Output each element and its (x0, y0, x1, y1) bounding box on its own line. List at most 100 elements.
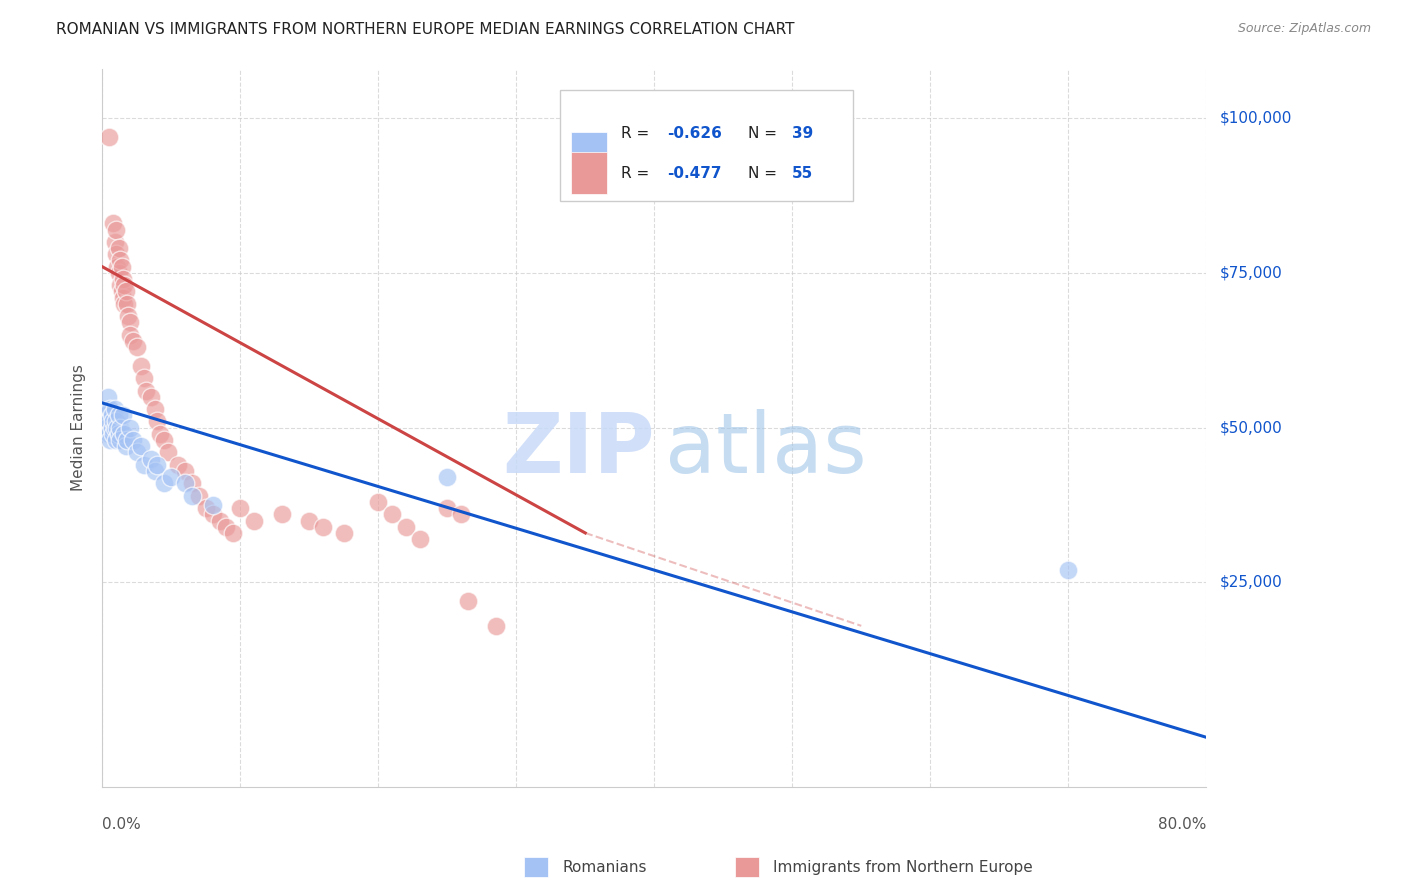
Point (111, 409, 134, 423)
Point (103, 415, 125, 429)
Point (103, 216, 125, 230)
Point (367, 495, 389, 509)
Point (112, 297, 135, 311)
FancyBboxPatch shape (571, 132, 607, 174)
Text: $50,000: $50,000 (1220, 420, 1282, 435)
Point (215, 520, 238, 534)
Point (105, 247, 128, 261)
Text: R =: R = (621, 126, 654, 141)
Text: ZIP: ZIP (502, 409, 654, 490)
Point (129, 359, 152, 373)
Text: $25,000: $25,000 (1220, 575, 1282, 590)
Point (118, 327, 141, 342)
Text: ROMANIAN VS IMMIGRANTS FROM NORTHERN EUROPE MEDIAN EARNINGS CORRELATION CHART: ROMANIAN VS IMMIGRANTS FROM NORTHERN EUR… (56, 22, 794, 37)
Point (143, 464, 166, 478)
Point (1057, 563, 1080, 577)
Point (114, 285, 136, 299)
Point (208, 514, 231, 528)
Point (125, 340, 148, 354)
Point (222, 525, 245, 540)
Point (118, 315, 141, 329)
Point (108, 433, 131, 447)
Point (105, 433, 128, 447)
Point (139, 451, 162, 466)
Point (194, 501, 217, 516)
Point (108, 420, 131, 434)
Point (381, 508, 404, 522)
Point (139, 390, 162, 404)
Point (332, 525, 354, 540)
Point (104, 235, 127, 249)
Point (135, 384, 157, 398)
Point (436, 501, 458, 516)
Text: N =: N = (748, 166, 782, 180)
Point (160, 470, 183, 484)
Text: -0.626: -0.626 (668, 126, 723, 141)
Point (187, 489, 209, 503)
Text: N =: N = (748, 126, 782, 141)
Point (408, 532, 430, 546)
Point (174, 476, 197, 491)
Text: Immigrants from Northern Europe: Immigrants from Northern Europe (773, 860, 1033, 874)
Point (107, 409, 129, 423)
Y-axis label: Median Earnings: Median Earnings (72, 364, 86, 491)
Point (484, 619, 506, 633)
Point (105, 222, 128, 236)
Point (146, 415, 169, 429)
Point (181, 476, 204, 491)
Point (118, 420, 141, 434)
Point (129, 439, 152, 453)
Point (107, 426, 129, 441)
Point (96, 420, 118, 434)
Point (112, 426, 135, 441)
Point (111, 272, 134, 286)
Text: 80.0%: 80.0% (1159, 817, 1206, 832)
Point (98, 129, 121, 144)
Point (174, 464, 197, 478)
Text: R =: R = (621, 166, 654, 180)
Point (298, 514, 321, 528)
Point (100, 433, 122, 447)
FancyBboxPatch shape (561, 90, 853, 202)
Point (395, 520, 418, 534)
Point (101, 420, 124, 434)
Text: 0.0%: 0.0% (103, 817, 141, 832)
Point (104, 420, 127, 434)
FancyBboxPatch shape (571, 152, 607, 194)
Point (97, 390, 120, 404)
Point (108, 278, 131, 293)
Point (112, 278, 135, 293)
Point (132, 371, 155, 385)
Point (115, 433, 138, 447)
Point (121, 334, 143, 348)
Point (103, 426, 125, 441)
Point (98, 426, 121, 441)
Point (110, 260, 132, 274)
Point (450, 508, 472, 522)
Point (105, 415, 128, 429)
Point (125, 445, 148, 459)
Point (108, 253, 131, 268)
Point (167, 458, 190, 472)
Text: 55: 55 (792, 166, 814, 180)
Text: 39: 39 (792, 126, 814, 141)
Point (107, 266, 129, 280)
Point (243, 514, 266, 528)
Text: -0.477: -0.477 (668, 166, 723, 180)
Point (111, 291, 134, 305)
Point (143, 402, 166, 417)
Point (107, 241, 129, 255)
Text: Source: ZipAtlas.com: Source: ZipAtlas.com (1237, 22, 1371, 36)
Point (153, 433, 176, 447)
Point (100, 402, 122, 417)
Point (312, 520, 335, 534)
Point (270, 508, 292, 522)
Point (105, 420, 128, 434)
Point (101, 409, 124, 423)
Point (201, 498, 224, 512)
Point (115, 297, 138, 311)
Text: $100,000: $100,000 (1220, 111, 1292, 126)
Point (201, 508, 224, 522)
Point (146, 458, 169, 472)
Point (117, 310, 139, 324)
